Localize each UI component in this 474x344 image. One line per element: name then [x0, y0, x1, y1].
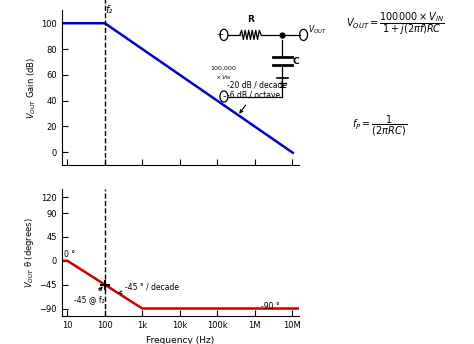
Text: +: +: [217, 30, 223, 40]
Text: -90 °: -90 °: [261, 302, 280, 311]
Text: $100{,}000$: $100{,}000$: [210, 65, 237, 72]
Text: R: R: [247, 15, 254, 24]
Text: C: C: [293, 56, 300, 66]
Text: $V_{OUT} = \dfrac{100000 \times V_{IN}}{1 + j(2\pi f)RC}$: $V_{OUT} = \dfrac{100000 \times V_{IN}}{…: [346, 10, 445, 37]
Text: -20 dB / decade
-6 dB / octave: -20 dB / decade -6 dB / octave: [227, 80, 287, 113]
Text: -: -: [222, 92, 226, 101]
Text: $\times\, V_{IN}$: $\times\, V_{IN}$: [215, 73, 232, 82]
X-axis label: Frequency (Hz): Frequency (Hz): [146, 336, 214, 344]
Text: f₂: f₂: [106, 6, 113, 15]
Text: -45 ° / decade: -45 ° / decade: [119, 283, 179, 294]
Text: 0 °: 0 °: [64, 250, 75, 259]
Text: $f_P = \dfrac{1}{(2\pi RC)}$: $f_P = \dfrac{1}{(2\pi RC)}$: [352, 114, 408, 138]
Text: $V_{OUT}$: $V_{OUT}$: [308, 23, 327, 35]
Y-axis label: $V_{OUT}$ θ (degrees): $V_{OUT}$ θ (degrees): [24, 217, 36, 288]
Text: -45 @ f₂: -45 @ f₂: [74, 288, 105, 304]
Y-axis label: $V_{OUT}$ Gain (dB): $V_{OUT}$ Gain (dB): [26, 57, 38, 119]
